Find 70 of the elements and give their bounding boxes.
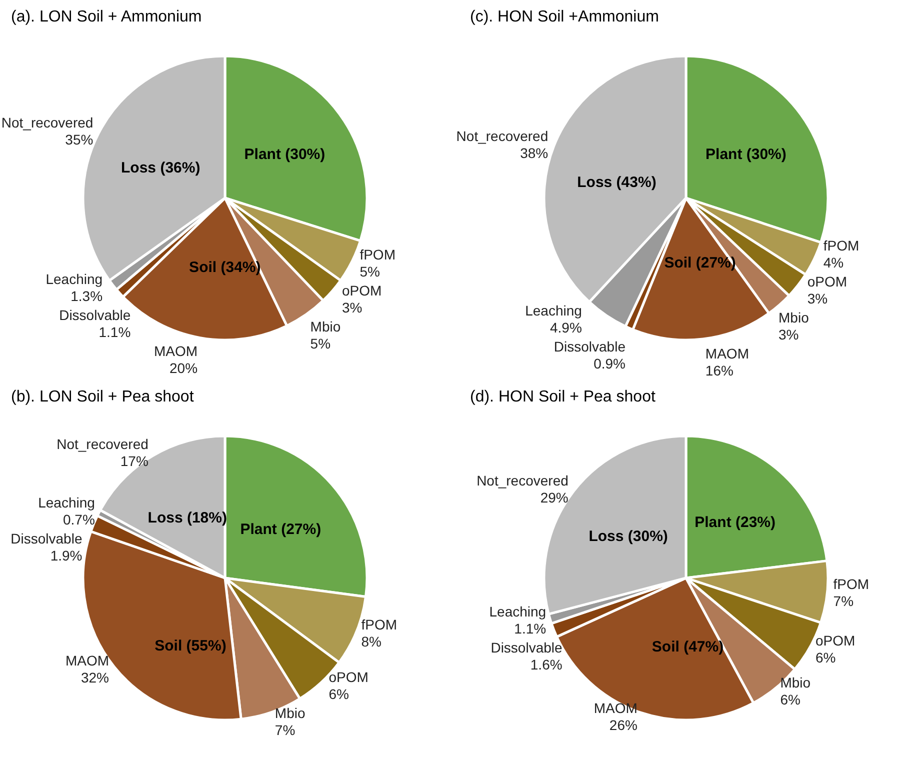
slice-label: Not_recovered — [1, 114, 94, 131]
data-label: 3% — [342, 300, 362, 316]
chart-title: (b). LON Soil + Pea shoot — [11, 388, 194, 406]
slice-label: oPOM — [328, 668, 368, 685]
slice-label: fPOM — [823, 238, 860, 254]
slice-label: fPOM — [361, 616, 398, 632]
slice-label: fPOM — [833, 576, 870, 592]
slice-label: Leaching — [489, 603, 546, 620]
slice-label: MAOM — [65, 652, 110, 669]
slice-label: Mbio — [778, 310, 810, 326]
data-label: 26% — [609, 716, 638, 733]
data-label: 4.9% — [550, 319, 582, 336]
slice-label: Dissolvable — [59, 307, 131, 324]
data-label: 0.7% — [62, 512, 95, 528]
slice-label: Dissolvable — [490, 639, 563, 656]
data-label: 6% — [780, 692, 800, 708]
slice-label: Not_recovered — [56, 436, 148, 452]
text: Loss (36%) — [121, 160, 200, 177]
data-label: 8% — [361, 633, 382, 650]
data-label: 1.1% — [98, 324, 131, 340]
slice-label: Dissolvable — [554, 338, 626, 354]
text: Loss (18%) — [148, 509, 227, 526]
slice-label: Leaching — [38, 494, 95, 511]
slice-label: MAOM — [594, 700, 638, 716]
slice-label: MAOM — [705, 346, 749, 362]
data-label: 3% — [807, 290, 828, 306]
data-label: 1.6% — [530, 656, 562, 672]
slice-label: oPOM — [807, 274, 848, 290]
slice-label: Mbio — [310, 318, 341, 335]
data-label: 5% — [360, 264, 380, 280]
data-label: 20% — [170, 360, 198, 376]
data-label: 16% — [705, 362, 734, 378]
data-label: 1.3% — [70, 288, 103, 304]
data-label: 7% — [274, 722, 296, 738]
data-label: 1.1% — [514, 620, 546, 636]
data-label: 7% — [833, 592, 854, 609]
slice-label: oPOM — [342, 282, 382, 299]
data-label: 32% — [80, 670, 110, 686]
data-label: 3% — [778, 326, 799, 342]
data-label: 38% — [520, 145, 548, 162]
data-label: Plant (30%) — [706, 146, 786, 164]
data-label: 4% — [823, 254, 844, 270]
slice-label: Leaching — [525, 302, 582, 318]
chart-title: (a). LON Soil + Ammonium — [11, 8, 202, 26]
slice-label: Not_recovered — [456, 128, 548, 144]
slice-label: oPOM — [816, 632, 856, 649]
slice-label: Not_recovered — [476, 472, 568, 488]
data-label: Plant (23%) — [694, 514, 776, 532]
chart-title: (d). HON Soil + Pea shoot — [470, 388, 656, 406]
text: Soil (47%) — [652, 638, 724, 656]
slice-label: Leaching — [46, 271, 103, 288]
data-label: 6% — [328, 686, 349, 702]
data-label: 5% — [310, 336, 331, 352]
slice-label: Dissolvable — [10, 530, 82, 547]
slice-label: Mbio — [274, 704, 306, 721]
text: Soil (55%) — [154, 637, 226, 654]
data-label: 1.9% — [50, 548, 82, 564]
data-label: 6% — [816, 650, 836, 666]
slice-label: fPOM — [360, 246, 396, 263]
text: Loss (30%) — [588, 528, 668, 546]
data-label: Plant (27%) — [240, 520, 322, 538]
slice-label: Mbio — [780, 674, 811, 691]
data-label: 29% — [540, 489, 568, 506]
data-label: 17% — [120, 452, 148, 469]
data-label: 0.9% — [594, 355, 626, 372]
data-label: 35% — [65, 132, 94, 148]
data-label: Plant (30%) — [244, 146, 326, 163]
chart-title: (c). HON Soil +Ammonium — [470, 8, 659, 26]
text: Loss (43%) — [577, 174, 656, 191]
slice-label: MAOM — [154, 343, 198, 360]
